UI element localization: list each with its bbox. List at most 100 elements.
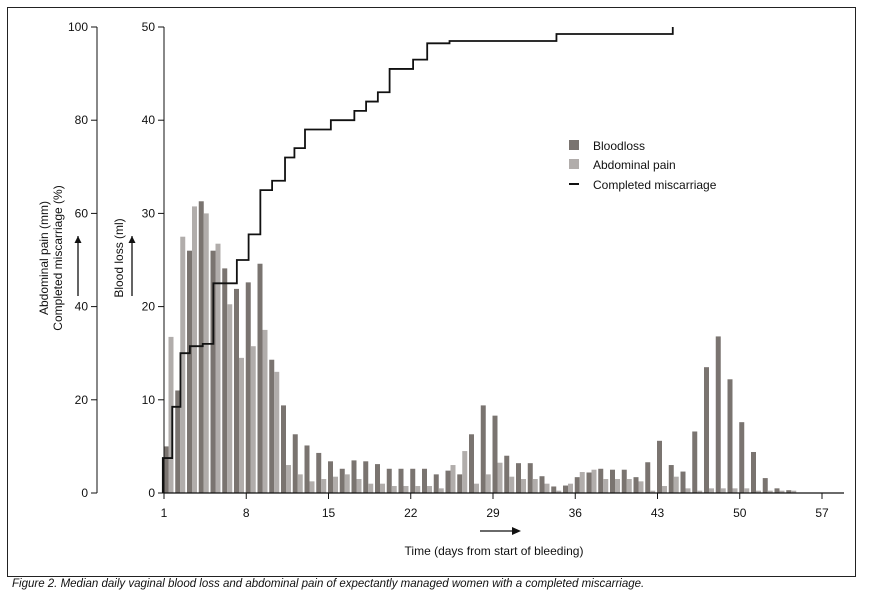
blood-axis-tick-label-0: 0 — [148, 486, 155, 500]
bar-abdominal-pain-day-43 — [662, 486, 667, 493]
bar-bloodloss-day-4 — [198, 201, 204, 493]
left-axis-arrow-head — [74, 236, 82, 243]
bar-abdominal-pain-day-48 — [720, 488, 726, 493]
bar-bloodloss-day-48 — [715, 336, 721, 493]
bar-bloodloss-day-53 — [774, 488, 780, 493]
bar-bloodloss-day-42 — [645, 462, 651, 493]
x-axis-tick-label-15: 15 — [322, 506, 336, 520]
bar-bloodloss-day-49 — [727, 379, 733, 493]
bar-bloodloss-day-35 — [563, 485, 568, 493]
bar-abdominal-pain-day-51 — [756, 490, 761, 493]
left-axis-tick-label-20: 20 — [75, 393, 89, 407]
bar-abdominal-pain-day-45 — [685, 488, 691, 493]
bar-abdominal-pain-day-26 — [462, 451, 468, 493]
bar-bloodloss-day-44 — [668, 465, 674, 493]
bar-abdominal-pain-day-1 — [168, 336, 174, 493]
bars-layer — [163, 201, 797, 493]
bar-abdominal-pain-day-25 — [450, 465, 456, 493]
bar-abdominal-pain-day-27 — [474, 483, 479, 493]
bar-bloodloss-day-10 — [269, 359, 275, 493]
legend-swatch-bloodloss — [569, 140, 579, 150]
blood-axis-tick-label-10: 10 — [142, 393, 156, 407]
bar-bloodloss-day-13 — [304, 445, 310, 493]
bar-abdominal-pain-day-46 — [697, 490, 703, 493]
bar-bloodloss-day-27 — [469, 434, 474, 493]
bar-abdominal-pain-day-35 — [568, 483, 573, 493]
bar-bloodloss-day-26 — [457, 474, 463, 493]
bar-bloodloss-day-45 — [680, 471, 686, 493]
bar-bloodloss-day-29 — [492, 415, 498, 493]
bar-bloodloss-day-41 — [633, 477, 639, 493]
bar-abdominal-pain-day-41 — [638, 481, 644, 493]
left-axis-tick-label-60: 60 — [75, 206, 89, 220]
bar-bloodloss-day-28 — [480, 405, 486, 493]
left-axis-tick-label-80: 80 — [75, 113, 89, 127]
bar-abdominal-pain-day-37 — [591, 469, 597, 493]
bar-abdominal-pain-day-12 — [297, 474, 303, 493]
blood-axis-tick-label-20: 20 — [142, 300, 156, 314]
legend-label-abdominal-pain: Abdominal pain — [593, 158, 676, 172]
blood-axis-arrow-head — [128, 236, 136, 243]
bar-abdominal-pain-day-11 — [286, 465, 291, 493]
bar-bloodloss-day-39 — [610, 469, 615, 493]
bar-abdominal-pain-day-30 — [509, 476, 515, 493]
right-axis-label-bloodloss: Blood loss (ml) — [112, 218, 126, 297]
legend-swatch-abdominal-pain — [569, 159, 579, 169]
bar-bloodloss-day-2 — [175, 390, 181, 493]
bar-bloodloss-day-40 — [621, 469, 627, 493]
bar-abdominal-pain-day-3 — [192, 206, 197, 493]
bar-bloodloss-day-18 — [363, 461, 369, 493]
bar-bloodloss-day-15 — [328, 461, 333, 493]
bar-abdominal-pain-day-8 — [250, 346, 256, 493]
bar-bloodloss-day-9 — [257, 263, 263, 493]
blood-axis-tick-label-50: 50 — [142, 20, 156, 34]
bar-bloodloss-day-16 — [339, 468, 345, 493]
bar-abdominal-pain-day-23 — [427, 486, 432, 493]
bar-abdominal-pain-day-32 — [532, 479, 538, 493]
bar-abdominal-pain-day-31 — [521, 479, 526, 493]
bar-abdominal-pain-day-50 — [744, 488, 750, 493]
legend-label-bloodloss: Bloodloss — [593, 139, 645, 153]
bar-abdominal-pain-day-44 — [673, 476, 679, 493]
bar-bloodloss-day-46 — [692, 431, 698, 493]
bar-bloodloss-day-52 — [762, 478, 768, 493]
left-axis-tick-label-40: 40 — [75, 300, 89, 314]
bar-abdominal-pain-day-10 — [274, 371, 280, 493]
bar-abdominal-pain-day-36 — [579, 472, 585, 493]
x-axis-tick-label-43: 43 — [651, 506, 665, 520]
x-axis-label: Time (days from start of bleeding) — [405, 544, 584, 558]
bar-abdominal-pain-day-9 — [262, 329, 268, 493]
bar-bloodloss-day-25 — [445, 470, 451, 493]
bar-bloodloss-day-7 — [234, 288, 239, 493]
legend: Bloodloss Abdominal pain Completed misca… — [569, 139, 717, 192]
bar-bloodloss-day-51 — [751, 451, 756, 493]
bar-bloodloss-day-33 — [539, 476, 545, 493]
bar-bloodloss-day-20 — [386, 468, 392, 493]
bar-abdominal-pain-day-5 — [215, 243, 221, 493]
bar-abdominal-pain-day-18 — [368, 483, 374, 493]
bar-bloodloss-day-54 — [786, 490, 792, 493]
bar-abdominal-pain-day-22 — [415, 486, 421, 493]
bar-bloodloss-day-12 — [292, 434, 298, 493]
bar-bloodloss-day-36 — [574, 477, 580, 493]
bar-bloodloss-day-1 — [163, 446, 169, 493]
bar-bloodloss-day-6 — [222, 268, 228, 493]
bar-abdominal-pain-day-29 — [497, 462, 503, 493]
left-axis-label-pain: Abdominal pain (mm) — [37, 201, 51, 315]
bar-abdominal-pain-day-19 — [380, 483, 385, 493]
bar-bloodloss-day-50 — [739, 422, 745, 493]
blood-axis-tick-label-40: 40 — [142, 113, 156, 127]
figure-frame — [7, 7, 856, 577]
left-axis-label-miscarriage: Completed miscarriage (%) — [51, 185, 65, 330]
bar-abdominal-pain-day-15 — [333, 476, 338, 493]
x-axis-tick-label-22: 22 — [404, 506, 418, 520]
bar-abdominal-pain-day-13 — [309, 481, 315, 493]
left-axis-tick-label-0: 0 — [81, 486, 88, 500]
bar-abdominal-pain-day-38 — [603, 479, 609, 493]
bar-bloodloss-day-31 — [516, 463, 521, 493]
legend-label-completed-miscarriage: Completed miscarriage — [593, 178, 717, 192]
x-axis-tick-label-1: 1 — [161, 506, 168, 520]
bar-abdominal-pain-day-16 — [344, 474, 350, 493]
x-axis-tick-label-36: 36 — [569, 506, 583, 520]
x-axis-tick-label-29: 29 — [486, 506, 500, 520]
